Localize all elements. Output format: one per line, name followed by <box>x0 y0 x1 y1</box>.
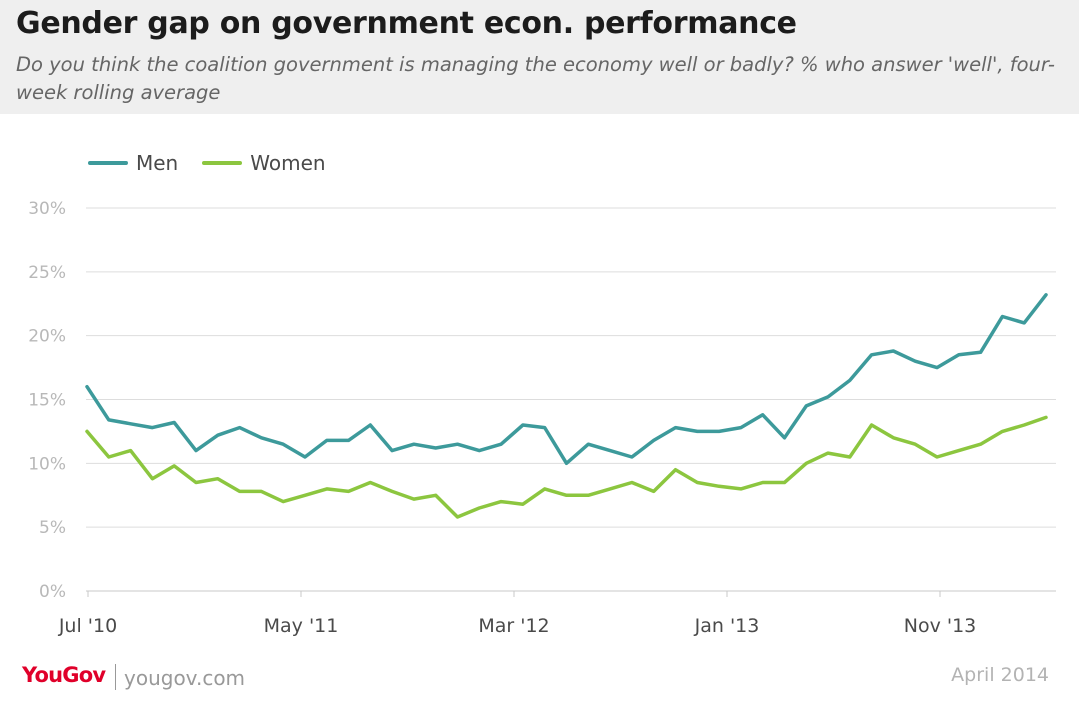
legend-item-women: Women <box>202 151 326 175</box>
x-tick-label: Jul '10 <box>58 615 117 637</box>
x-tick-label: Nov '13 <box>904 615 977 637</box>
footer-date: April 2014 <box>951 664 1049 686</box>
chart-subtitle: Do you think the coalition government is… <box>16 53 1055 104</box>
x-tick-label: Mar '12 <box>478 615 549 637</box>
legend-label-women: Women <box>250 151 326 175</box>
x-tick-label: Jan '13 <box>694 615 760 637</box>
footer-divider <box>115 664 116 690</box>
series-line-men <box>85 293 1048 466</box>
yougov-logo: YouGov <box>22 663 106 687</box>
legend-label-men: Men <box>136 151 179 175</box>
x-tick-label: May '11 <box>264 615 339 637</box>
chart-header: Gender gap on government econ. performan… <box>0 0 1079 114</box>
chart-title: Gender gap on government econ. performan… <box>16 6 797 41</box>
y-tick-label: 0% <box>39 582 66 602</box>
series-line-women <box>85 415 1048 519</box>
y-tick-label: 10% <box>28 454 66 474</box>
legend-swatch-men <box>88 161 128 165</box>
y-tick-label: 20% <box>28 327 66 347</box>
footer-url: yougov.com <box>124 666 246 690</box>
legend-swatch-women <box>202 161 243 165</box>
y-tick-label: 5% <box>39 518 66 538</box>
y-tick-label: 25% <box>28 263 66 283</box>
y-tick-label: 15% <box>28 391 66 411</box>
legend-item-men: Men <box>88 151 178 175</box>
y-tick-label: 30% <box>28 199 66 219</box>
chart-legend: Men Women <box>88 150 350 176</box>
